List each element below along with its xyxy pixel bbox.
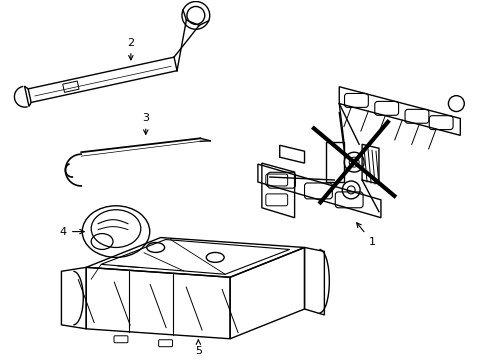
Text: 3: 3 xyxy=(142,113,149,134)
Text: 5: 5 xyxy=(194,340,202,356)
Text: 4: 4 xyxy=(60,226,84,237)
Text: 2: 2 xyxy=(127,38,134,60)
Text: 1: 1 xyxy=(356,223,375,247)
